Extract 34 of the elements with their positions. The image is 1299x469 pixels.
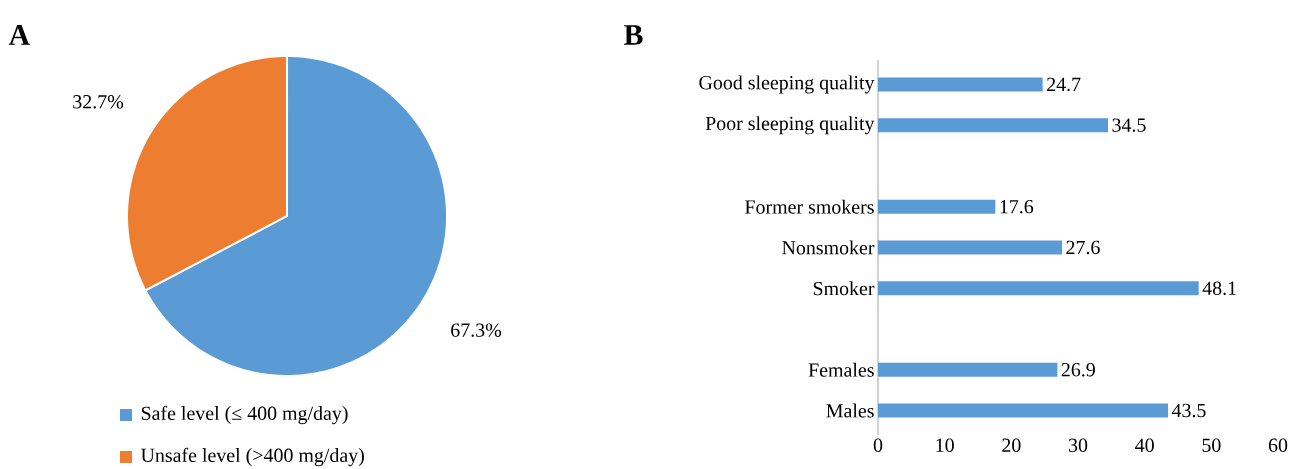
legend-label: Safe level (≤ 400 mg/day) <box>141 405 348 425</box>
y-tick-label: Smoker <box>813 281 875 296</box>
y-tick-label: Former smokers <box>745 199 874 214</box>
x-tick-label: 40 <box>1135 438 1154 452</box>
data-label: 67.3% <box>451 323 502 337</box>
legend-label: Unsafe level (>400 mg/day) <box>140 447 364 467</box>
x-tick-label: 30 <box>1069 438 1088 452</box>
text: B <box>624 25 643 45</box>
data-label: 48.1 <box>1202 281 1236 296</box>
data-label: 43.5 <box>1171 403 1206 418</box>
y-tick-label: Poor sleeping quality <box>705 116 875 135</box>
data-label: 32.7% <box>73 95 124 109</box>
y-tick-label: Males <box>826 403 874 418</box>
bar <box>878 362 1058 377</box>
data-label: 27.6 <box>1066 240 1100 255</box>
y-tick-label: Good sleeping quality <box>699 75 875 94</box>
y-tick-label: Females <box>808 362 874 377</box>
bar <box>878 199 996 214</box>
bar <box>878 240 1063 255</box>
data-label: 26.9 <box>1061 363 1095 377</box>
bar <box>878 77 1043 92</box>
chart-title: A <box>8 25 30 45</box>
data-label: 17.6 <box>1000 200 1034 214</box>
x-tick-label: 0 <box>873 438 883 452</box>
bar <box>878 281 1199 296</box>
x-tick-label: 10 <box>936 438 954 452</box>
x-tick-label: 60 <box>1268 438 1288 452</box>
y-tick-label: Nonsmoker <box>782 240 875 255</box>
x-tick-label: 50 <box>1202 438 1221 452</box>
data-label: 34.5 <box>1112 118 1146 132</box>
bar <box>878 403 1169 418</box>
x-tick-label: 20 <box>1002 438 1021 452</box>
bar <box>878 118 1109 133</box>
data-label: 24.7 <box>1047 77 1081 92</box>
